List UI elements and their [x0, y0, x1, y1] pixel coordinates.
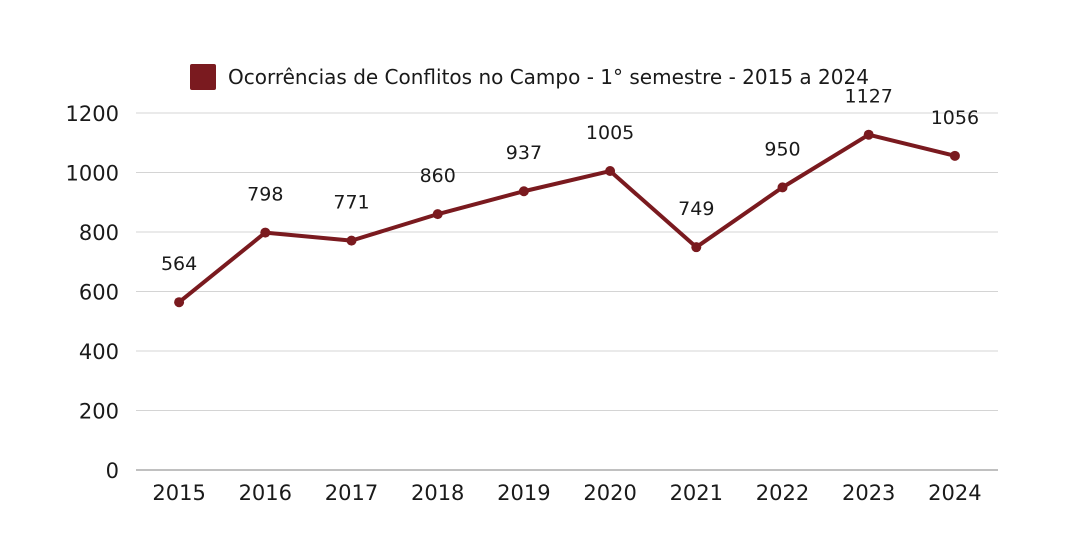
series-line: [177, 132, 957, 305]
data-label: 771: [333, 192, 369, 214]
data-label: 1005: [586, 122, 634, 144]
y-axis: 0 200 400 600 800 1000 1200: [66, 102, 119, 483]
data-point: [346, 235, 357, 246]
x-tick-label: 2018: [411, 481, 464, 505]
data-labels: 564 798 771 860 937 1005 749 950 1127 1056: [161, 86, 979, 275]
x-tick-label: 2019: [497, 481, 550, 505]
data-point: [260, 227, 271, 238]
series-line-group: [174, 129, 960, 308]
data-label: 1056: [931, 107, 979, 129]
data-point: [432, 209, 443, 220]
data-label: 749: [678, 198, 714, 220]
y-tick-label: 0: [106, 459, 119, 483]
data-point: [518, 186, 529, 197]
gridlines: [136, 112, 998, 471]
y-tick-label: 400: [79, 340, 119, 364]
legend-label: Ocorrências de Conflitos no Campo - 1° s…: [228, 65, 869, 89]
x-tick-label: 2022: [756, 481, 809, 505]
data-label: 1127: [845, 86, 893, 108]
y-tick-label: 800: [79, 221, 119, 245]
data-point: [691, 242, 702, 253]
data-point: [949, 150, 960, 161]
y-tick-label: 600: [79, 281, 119, 305]
x-tick-label: 2016: [239, 481, 292, 505]
x-tick-label: 2021: [670, 481, 723, 505]
legend: Ocorrências de Conflitos no Campo - 1° s…: [190, 64, 869, 90]
x-tick-label: 2017: [325, 481, 378, 505]
data-point: [863, 129, 874, 140]
data-label: 860: [420, 165, 456, 187]
data-label: 798: [247, 184, 283, 206]
data-point: [174, 297, 185, 308]
data-label: 950: [764, 138, 800, 160]
legend-swatch: [190, 64, 216, 90]
data-label: 937: [506, 142, 542, 164]
x-tick-label: 2015: [152, 481, 205, 505]
data-point: [777, 182, 788, 193]
data-point: [605, 166, 616, 177]
x-axis: 2015 2016 2017 2018 2019 2020 2021 2022 2023 2024: [152, 481, 981, 505]
x-tick-label: 2023: [842, 481, 895, 505]
y-tick-label: 1200: [66, 102, 119, 126]
y-tick-label: 1000: [66, 162, 119, 186]
x-tick-label: 2020: [583, 481, 636, 505]
data-label: 564: [161, 253, 197, 275]
y-tick-label: 200: [79, 400, 119, 424]
x-tick-label: 2024: [928, 481, 981, 505]
